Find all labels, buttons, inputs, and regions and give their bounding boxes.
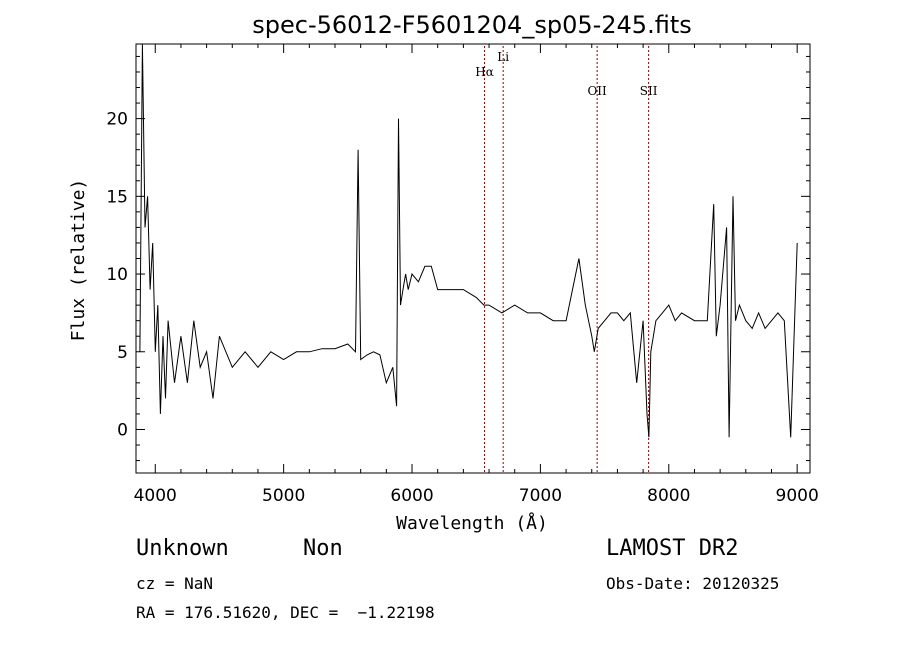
- x-axis-label: Wavelength (Å): [396, 512, 548, 534]
- marker-label-Li: Li: [497, 50, 509, 64]
- y-tick-label: 20: [106, 110, 128, 130]
- x-tick-label: 5000: [262, 486, 305, 506]
- chart-title: spec-56012-F5601204_sp05-245.fits: [252, 11, 691, 39]
- x-tick-label: 6000: [390, 486, 433, 506]
- marker-label-Hα: Hα: [475, 65, 494, 79]
- x-tick-label: 4000: [134, 486, 177, 506]
- x-tick-label: 8000: [647, 486, 690, 506]
- flux-series-line: [139, 43, 798, 438]
- x-axis: 4000 5000 6000 7000 8000 9000: [134, 44, 819, 506]
- coordinates: RA = 176.51620, DEC = −1.22198: [136, 603, 435, 622]
- redshift-cz: cz = NaN: [136, 574, 214, 593]
- y-tick-label: 10: [106, 265, 128, 285]
- x-tick-label: 9000: [776, 486, 819, 506]
- plot-frame: [135, 43, 811, 474]
- object-class: Unknown: [136, 536, 229, 561]
- y-tick-label: 5: [117, 343, 128, 363]
- y-axis-label: Flux (relative): [68, 179, 89, 342]
- y-axis: 0 5 10 15 20: [106, 55, 810, 462]
- x-tick-label: 7000: [519, 486, 562, 506]
- observation-date: Obs-Date: 20120325: [606, 574, 780, 593]
- marker-label-SII: SII: [640, 84, 658, 98]
- y-tick-label: 0: [117, 420, 128, 440]
- y-tick-label: 15: [106, 187, 128, 207]
- survey-name: LAMOST DR2: [606, 536, 739, 561]
- object-subclass: Non: [303, 536, 343, 561]
- marker-label-OII: OII: [587, 84, 607, 98]
